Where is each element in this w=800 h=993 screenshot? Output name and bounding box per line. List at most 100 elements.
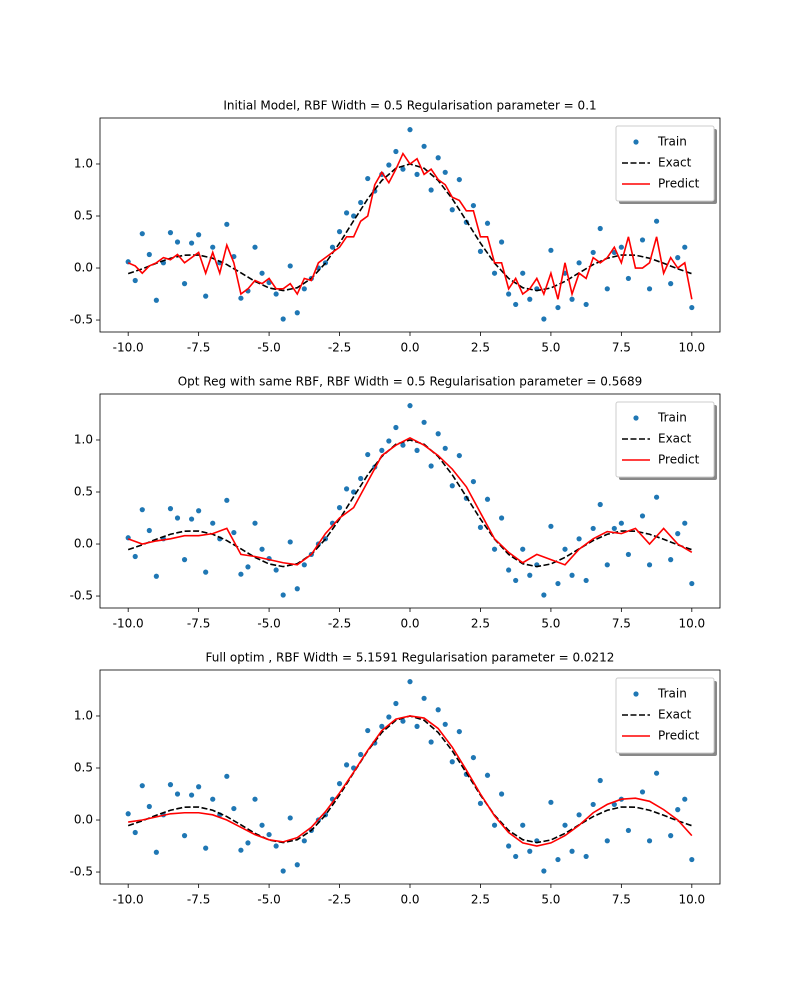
- train-point: [569, 848, 575, 854]
- train-point: [653, 218, 660, 224]
- train-point: [498, 239, 505, 245]
- train-point: [668, 557, 674, 563]
- train-point: [604, 838, 610, 844]
- train-point: [618, 244, 624, 250]
- train-point: [301, 838, 307, 844]
- train-point: [379, 723, 385, 729]
- train-point: [273, 291, 279, 297]
- train-point: [541, 316, 547, 322]
- x-tick-label: 7.5: [612, 893, 631, 907]
- train-point: [646, 286, 653, 292]
- x-tick-label: 0.0: [400, 341, 419, 355]
- train-point: [428, 739, 434, 745]
- curve: [127, 715, 693, 844]
- train-point: [456, 176, 462, 183]
- train-point: [196, 232, 202, 238]
- train-point: [442, 721, 448, 727]
- train-point: [576, 536, 582, 542]
- y-tick-label: -0.5: [70, 313, 93, 327]
- legend-label: Predict: [658, 177, 700, 191]
- train-point: [675, 255, 681, 261]
- train-point: [562, 822, 568, 828]
- legend-label: Train: [657, 135, 687, 149]
- train-point: [252, 244, 258, 250]
- train-point: [590, 525, 596, 532]
- train-point: [675, 807, 681, 813]
- train-point: [210, 796, 216, 802]
- x-tick-label: -2.5: [328, 893, 351, 907]
- train-point: [449, 483, 455, 489]
- train-point: [393, 148, 399, 155]
- train-point: [527, 848, 533, 854]
- train-point: [484, 496, 491, 502]
- train-point: [301, 562, 307, 568]
- train-point: [477, 248, 484, 254]
- plot-area: [125, 403, 695, 598]
- legend: Train Exact Predict: [615, 677, 717, 756]
- train-point: [224, 221, 230, 227]
- y-tick-label: 0.0: [74, 813, 93, 827]
- train-point: [329, 244, 336, 250]
- x-tick-label: 10.0: [678, 893, 705, 907]
- train-point: [273, 567, 279, 573]
- x-tick-label: 0.0: [400, 893, 419, 907]
- train-point: [498, 791, 505, 797]
- train-point: [400, 718, 406, 724]
- train-point: [400, 166, 406, 172]
- train-point: [125, 811, 131, 817]
- curve: [128, 715, 693, 847]
- x-tick-label: -7.5: [187, 893, 210, 907]
- y-tick-label: 0.5: [74, 761, 93, 775]
- train-point: [153, 573, 159, 579]
- axes-frame: [99, 117, 721, 333]
- train-point: [513, 301, 519, 308]
- train-point: [203, 845, 209, 851]
- train-point: [358, 475, 364, 482]
- train-point: [527, 572, 533, 578]
- train-point: [343, 486, 350, 492]
- train-point: [520, 270, 526, 276]
- train-point: [653, 770, 660, 776]
- train-point: [491, 822, 498, 828]
- train-point: [294, 862, 300, 868]
- plot-area: [125, 679, 695, 874]
- train-point: [181, 281, 188, 287]
- train-point: [414, 723, 420, 729]
- y-tick-label: 1.0: [74, 156, 93, 170]
- train-point: [414, 171, 420, 177]
- train-point: [358, 199, 364, 206]
- train-point: [203, 569, 209, 575]
- train-point: [590, 249, 596, 256]
- train-point: [597, 777, 603, 784]
- train-point: [266, 831, 272, 838]
- train-point: [435, 155, 441, 161]
- train-point: [343, 210, 350, 216]
- train-point: [365, 727, 371, 734]
- y-tick-label: 0.0: [74, 537, 93, 551]
- train-point: [442, 169, 448, 175]
- train-point: [421, 419, 427, 425]
- train-point: [555, 856, 561, 863]
- train-point: [498, 515, 505, 521]
- train-point: [287, 815, 293, 821]
- train-point: [682, 796, 688, 802]
- train-point: [238, 847, 244, 853]
- train-point: [146, 251, 152, 258]
- legend-box: [615, 677, 715, 754]
- train-point: [597, 225, 603, 232]
- train-point: [181, 557, 188, 563]
- train-point: [358, 751, 364, 758]
- x-tick-label: -5.0: [257, 893, 280, 907]
- train-point: [294, 586, 300, 592]
- axes-frame: [99, 669, 721, 885]
- legend-marker: [633, 691, 639, 697]
- train-point: [245, 840, 251, 846]
- y-tick-label: 0.0: [74, 261, 93, 275]
- train-point: [280, 316, 286, 322]
- train-point: [174, 791, 181, 797]
- train-point: [196, 508, 202, 514]
- subplot: Initial Model, RBF Width = 0.5 Regularis…: [70, 99, 721, 355]
- train-point: [506, 291, 512, 297]
- train-point: [139, 507, 145, 513]
